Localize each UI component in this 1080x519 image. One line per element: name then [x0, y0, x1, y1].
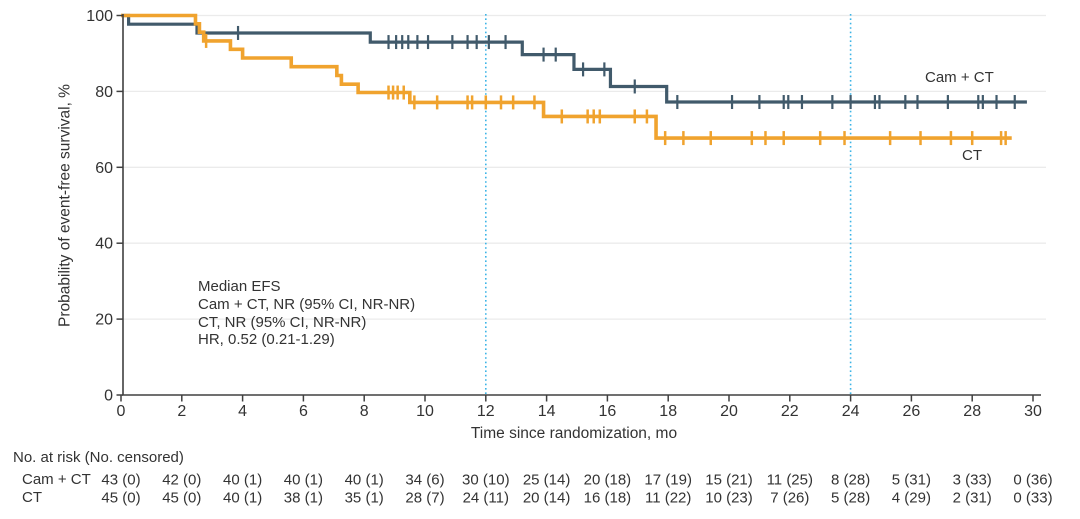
- y-tick-label: 40: [95, 236, 113, 253]
- risk-cell-ct: 10 (23): [705, 490, 753, 507]
- risk-cell-camct: 20 (18): [584, 472, 632, 489]
- x-tick-label: 14: [538, 403, 556, 420]
- risk-cell-ct: 11 (22): [645, 490, 691, 507]
- x-tick-label: 2: [177, 403, 186, 420]
- risk-cell-camct: 8 (28): [831, 472, 870, 489]
- y-tick-label: 60: [95, 160, 113, 177]
- risk-cell-ct: 4 (29): [892, 490, 931, 507]
- x-tick-label: 26: [903, 403, 921, 420]
- risk-cell-camct: 40 (1): [345, 472, 384, 489]
- risk-cell-ct: 40 (1): [223, 490, 262, 507]
- x-tick-label: 12: [477, 403, 495, 420]
- survival-curve-ct: [121, 13, 1012, 140]
- risk-cell-camct: 3 (33): [953, 472, 992, 489]
- survival-curve-camct: [121, 13, 1027, 104]
- x-tick-label: 18: [659, 403, 677, 420]
- risk-cell-camct: 15 (21): [705, 472, 753, 489]
- risk-cell-ct: 7 (26): [770, 490, 809, 507]
- x-tick-label: 4: [238, 403, 247, 420]
- risk-row-label-ct: CT: [22, 489, 42, 506]
- risk-cell-camct: 25 (14): [523, 472, 571, 489]
- risk-cell-ct: 0 (33): [1013, 490, 1052, 507]
- risk-cell-camct: 0 (36): [1013, 472, 1052, 489]
- x-tick-label: 22: [781, 403, 799, 420]
- risk-cell-camct: 17 (19): [644, 472, 692, 489]
- risk-cell-camct: 34 (6): [405, 472, 444, 489]
- x-tick-label: 10: [416, 403, 434, 420]
- risk-cell-camct: 30 (10): [462, 472, 510, 489]
- annotation-line-ct: CT, NR (95% CI, NR-NR): [198, 313, 367, 331]
- risk-cell-camct: 40 (1): [223, 472, 262, 489]
- risk-cell-ct: 35 (1): [345, 490, 384, 507]
- x-tick-label: 16: [599, 403, 617, 420]
- risk-row-label-camct: Cam + CT: [22, 471, 91, 488]
- annotation-line-camct: Cam + CT, NR (95% CI, NR-NR): [198, 295, 416, 313]
- risk-cell-camct: 42 (0): [162, 472, 201, 489]
- risk-cell-camct: 40 (1): [284, 472, 323, 489]
- curve-label-ct: CT: [962, 147, 982, 164]
- risk-cell-ct: 20 (14): [523, 490, 571, 507]
- y-axis-title: Probability of event-free survival, %: [56, 84, 74, 327]
- risk-cell-camct: 5 (31): [892, 472, 931, 489]
- x-tick-label: 8: [360, 403, 369, 420]
- risk-cell-ct: 28 (7): [405, 490, 444, 507]
- x-tick-label: 28: [963, 403, 981, 420]
- curve-label-camct: Cam + CT: [925, 69, 994, 86]
- x-tick-label: 30: [1024, 403, 1042, 420]
- risk-cell-ct: 2 (31): [953, 490, 992, 507]
- y-tick-label: 20: [95, 312, 113, 329]
- risk-cell-ct: 45 (0): [101, 490, 140, 507]
- y-tick-label: 100: [86, 8, 113, 25]
- risk-cell-ct: 24 (11): [463, 490, 509, 507]
- risk-cell-ct: 38 (1): [284, 490, 323, 507]
- x-axis-title: Time since randomization, mo: [470, 425, 678, 442]
- risk-cell-ct: 45 (0): [162, 490, 201, 507]
- annotation-line-median: Median EFS: [198, 278, 281, 295]
- x-tick-label: 24: [842, 403, 860, 420]
- x-tick-label: 20: [720, 403, 738, 420]
- median-efs-annotation: Median EFS Cam + CT, NR (95% CI, NR-NR) …: [198, 278, 415, 349]
- annotation-line-hr: HR, 0.52 (0.21-1.29): [198, 331, 335, 349]
- risk-cell-ct: 5 (28): [831, 490, 870, 507]
- risk-table-header: No. at risk (No. censored): [13, 449, 184, 466]
- y-tick-label: 0: [104, 388, 113, 405]
- risk-cell-camct: 43 (0): [101, 472, 140, 489]
- risk-cell-ct: 16 (18): [584, 490, 632, 507]
- x-tick-label: 6: [299, 403, 308, 420]
- risk-cell-camct: 11 (25): [767, 472, 813, 489]
- y-tick-label: 80: [95, 84, 113, 101]
- x-tick-label: 0: [117, 403, 126, 420]
